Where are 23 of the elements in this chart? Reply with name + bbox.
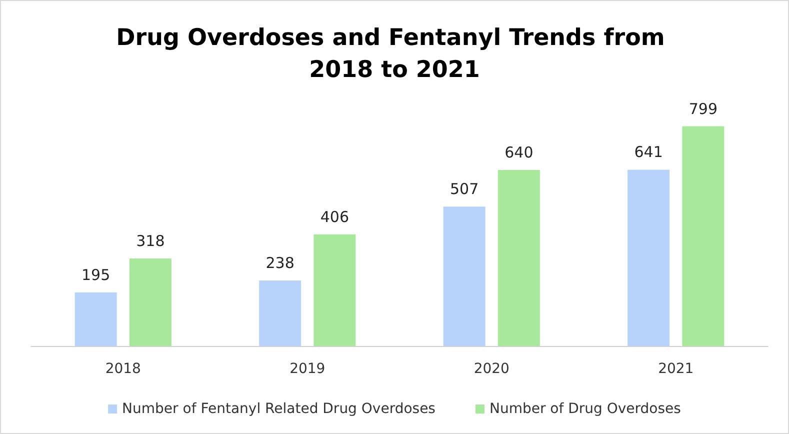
data-label: 195 [82, 266, 110, 284]
x-tick-label: 2021 [658, 361, 694, 377]
data-label: 318 [136, 232, 165, 250]
x-tick-label: 2019 [290, 361, 326, 377]
x-tick-label: 2018 [105, 361, 141, 377]
data-label: 406 [320, 208, 349, 226]
bar [443, 206, 486, 346]
bar [314, 234, 356, 346]
data-label: 507 [450, 180, 479, 198]
bar [498, 170, 540, 346]
bar [259, 280, 302, 346]
legend-label: Number of Fentanyl Related Drug Overdoses [122, 401, 436, 417]
bar [682, 126, 724, 346]
bar [129, 258, 172, 346]
data-label: 799 [688, 100, 718, 118]
data-label: 640 [504, 144, 534, 162]
data-label: 641 [634, 143, 663, 162]
data-label: 238 [266, 254, 294, 272]
x-tick-label: 2020 [474, 361, 510, 377]
bar [628, 170, 670, 346]
bar [74, 292, 117, 346]
legend-label: Number of Drug Overdoses [489, 401, 681, 417]
chart-title: Drug Overdoses and Fentanyl Trends from 2018 to 2021 [116, 25, 673, 83]
